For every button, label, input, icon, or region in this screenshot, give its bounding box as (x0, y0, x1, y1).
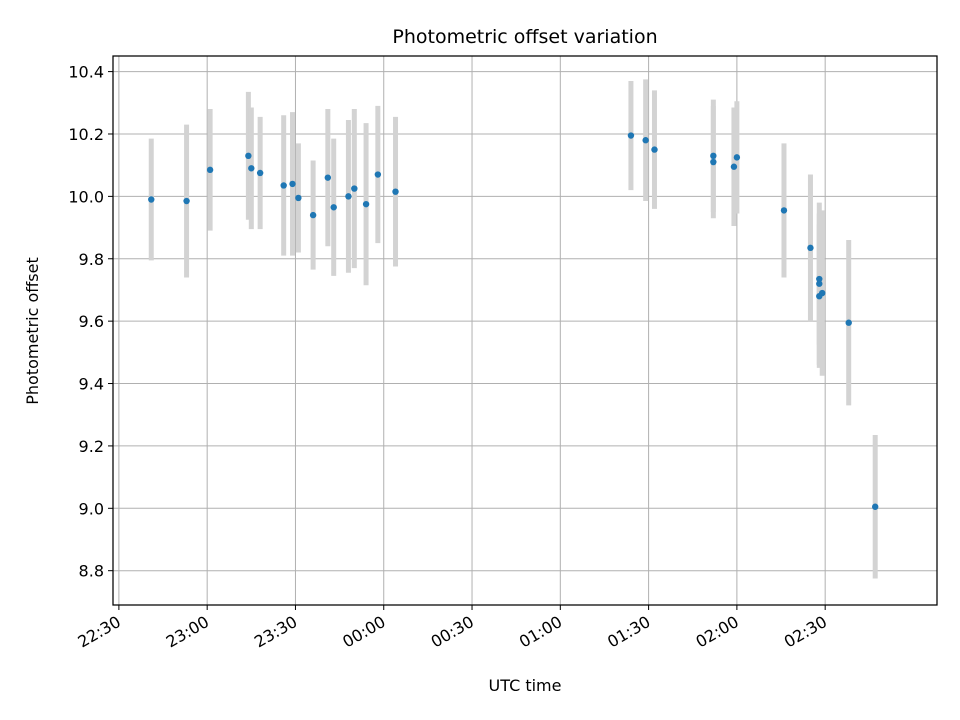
data-point (730, 163, 738, 170)
data-point (710, 158, 717, 166)
data-point (295, 194, 302, 202)
x-tick-label: 01:00 (516, 612, 565, 652)
data-point (362, 200, 370, 208)
data-point (330, 204, 337, 211)
y-axis-label: Photometric offset (23, 257, 42, 405)
data-point (627, 132, 635, 139)
data-points (148, 132, 879, 510)
data-point (324, 174, 332, 181)
data-point (256, 169, 264, 177)
plot-frame (112, 55, 938, 606)
y-tick-label: 9.0 (79, 499, 104, 518)
data-point (872, 503, 879, 510)
data-point (807, 244, 814, 252)
data-point (280, 182, 287, 189)
x-tick-label: 22:30 (74, 612, 123, 652)
data-point (816, 280, 823, 287)
x-axis-label: UTC time (489, 676, 562, 695)
data-point (351, 185, 358, 192)
data-point (309, 211, 317, 219)
data-point (710, 152, 717, 160)
y-tick-label: 9.8 (79, 250, 104, 269)
x-tick-label: 00:30 (428, 612, 477, 652)
y-tick-label: 8.8 (79, 562, 104, 581)
x-tick-label: 01:30 (604, 612, 653, 652)
data-point (780, 207, 788, 214)
data-point (183, 197, 190, 205)
y-tick-label: 9.2 (79, 437, 104, 456)
data-point (392, 188, 399, 195)
x-tick-label: 02:00 (692, 612, 741, 652)
y-tick-label: 10.4 (68, 63, 104, 82)
grid (113, 56, 937, 605)
y-tick-label: 9.4 (79, 375, 104, 394)
data-point (651, 146, 658, 153)
data-point (248, 165, 255, 172)
data-point (345, 193, 352, 200)
data-point (206, 166, 214, 174)
error-bars (148, 79, 878, 579)
x-tick-label: 23:30 (251, 612, 300, 652)
chart-title: Photometric offset variation (392, 26, 657, 48)
data-point (816, 275, 823, 283)
x-tick-label: 23:00 (163, 612, 212, 652)
data-point (148, 196, 155, 203)
data-point (733, 154, 741, 161)
x-tick-label: 00:00 (339, 612, 388, 652)
y-tick-label: 9.6 (79, 312, 104, 331)
data-point (374, 171, 382, 178)
data-point (819, 289, 826, 297)
data-point (845, 319, 852, 326)
y-tick-label: 10.2 (68, 125, 104, 144)
data-point (245, 152, 252, 160)
x-axis: 22:30 23:00 23:30 00:00 00:30 01:00 01:30 02:00… (74, 605, 830, 652)
data-point (642, 137, 649, 144)
y-axis: 8.8 9.0 9.2 9.4 9.6 9.8 10.0 10.2 10.4 (68, 63, 113, 581)
y-tick-label: 10.0 (68, 187, 104, 206)
data-point (289, 180, 296, 188)
x-tick-label: 02:30 (781, 612, 830, 652)
